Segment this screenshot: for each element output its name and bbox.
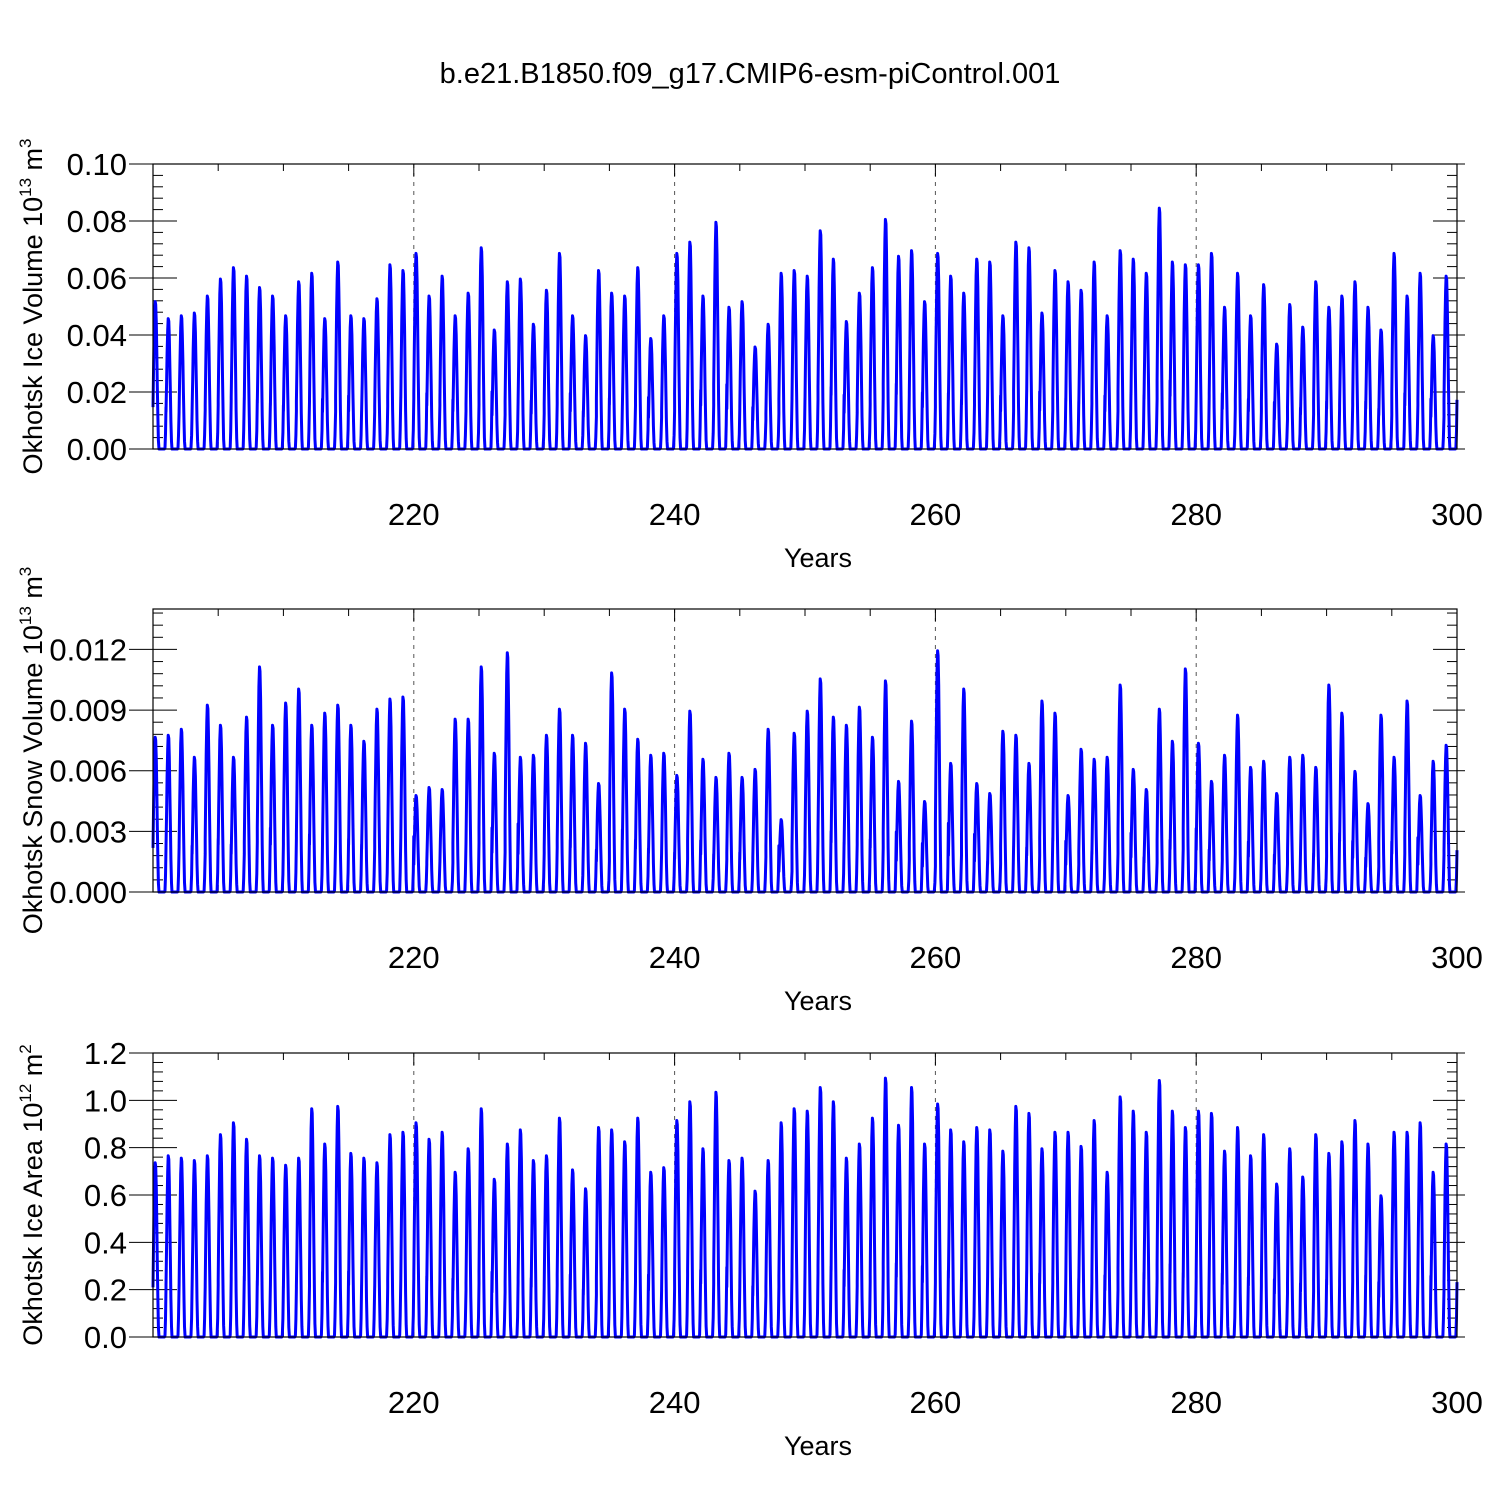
x-tick-label-300: 300 [1431, 497, 1483, 532]
y-axis-label: Okhotsk Ice Volume 1013 m3 [16, 138, 48, 474]
y-tick-label: 0.00 [67, 432, 127, 467]
x-tick-label-240: 240 [649, 1385, 701, 1420]
y-tick-label: 0.10 [67, 147, 127, 182]
x-axis-label: Years [784, 986, 852, 1016]
panel-3: 0.0 0.2 0.4 0.6 0.8 1.0 1.2 220 240 260 280 300 Year… [16, 1036, 1483, 1461]
panel-1: 0.00 0.02 0.04 0.06 0.08 0.10 220 240 260 280 300 Y… [16, 138, 1483, 573]
x-tick-label-260: 260 [910, 497, 962, 532]
x-axis-label: Years [784, 543, 852, 573]
y-tick-label: 0.8 [84, 1131, 127, 1166]
y-tick-label: 0.6 [84, 1178, 127, 1213]
x-tick-label-260: 260 [910, 940, 962, 975]
y-tick-label: 1.0 [84, 1083, 127, 1118]
x-tick-label-240: 240 [649, 940, 701, 975]
x-tick-label-300: 300 [1431, 940, 1483, 975]
main-title: b.e21.B1850.f09_g17.CMIP6-esm-piControl.… [439, 58, 1061, 90]
x-tick-label-220: 220 [388, 940, 440, 975]
y-tick-label: 0.012 [49, 632, 127, 667]
series-line-okhotsk-ice-area [151, 1076, 1459, 1339]
panel-2: 0.000 0.003 0.006 0.009 0.012 220 240 260 280 300… [16, 567, 1483, 1016]
y-tick-label: 0.003 [49, 814, 127, 849]
y-tick-label: 0.08 [67, 204, 127, 239]
x-tick-label-280: 280 [1170, 940, 1222, 975]
plot-frame [152, 608, 1458, 893]
x-tick-label-260: 260 [910, 1385, 962, 1420]
x-tick-label-240: 240 [649, 497, 701, 532]
y-tick-label: 0.06 [67, 261, 127, 296]
y-tick-label: 0.0 [84, 1320, 127, 1355]
plot-frame [152, 1052, 1458, 1338]
y-tick-label: 0.2 [84, 1273, 127, 1308]
y-axis-label: Okhotsk Ice Area 1012 m2 [16, 1044, 48, 1346]
y-tick-label: 0.009 [49, 693, 127, 728]
y-tick-label: 0.006 [49, 754, 127, 789]
x-tick-label-220: 220 [388, 497, 440, 532]
y-tick-label: 0.000 [49, 875, 127, 910]
y-tick-label: 0.02 [67, 375, 127, 410]
y-axis-label: Okhotsk Snow Volume 1013 m3 [16, 567, 48, 935]
x-tick-label-220: 220 [388, 1385, 440, 1420]
series-line-okhotsk-ice-volume [151, 206, 1459, 451]
x-tick-label-280: 280 [1170, 497, 1222, 532]
x-tick-label-300: 300 [1431, 1385, 1483, 1420]
plot-frame [152, 163, 1458, 450]
y-tick-label: 1.2 [84, 1036, 127, 1071]
y-tick-label: 0.04 [67, 318, 127, 353]
y-tick-label: 0.4 [84, 1225, 127, 1260]
x-tick-label-280: 280 [1170, 1385, 1222, 1420]
x-axis-label: Years [784, 1431, 852, 1461]
series-line-okhotsk-snow-volume [151, 649, 1459, 894]
